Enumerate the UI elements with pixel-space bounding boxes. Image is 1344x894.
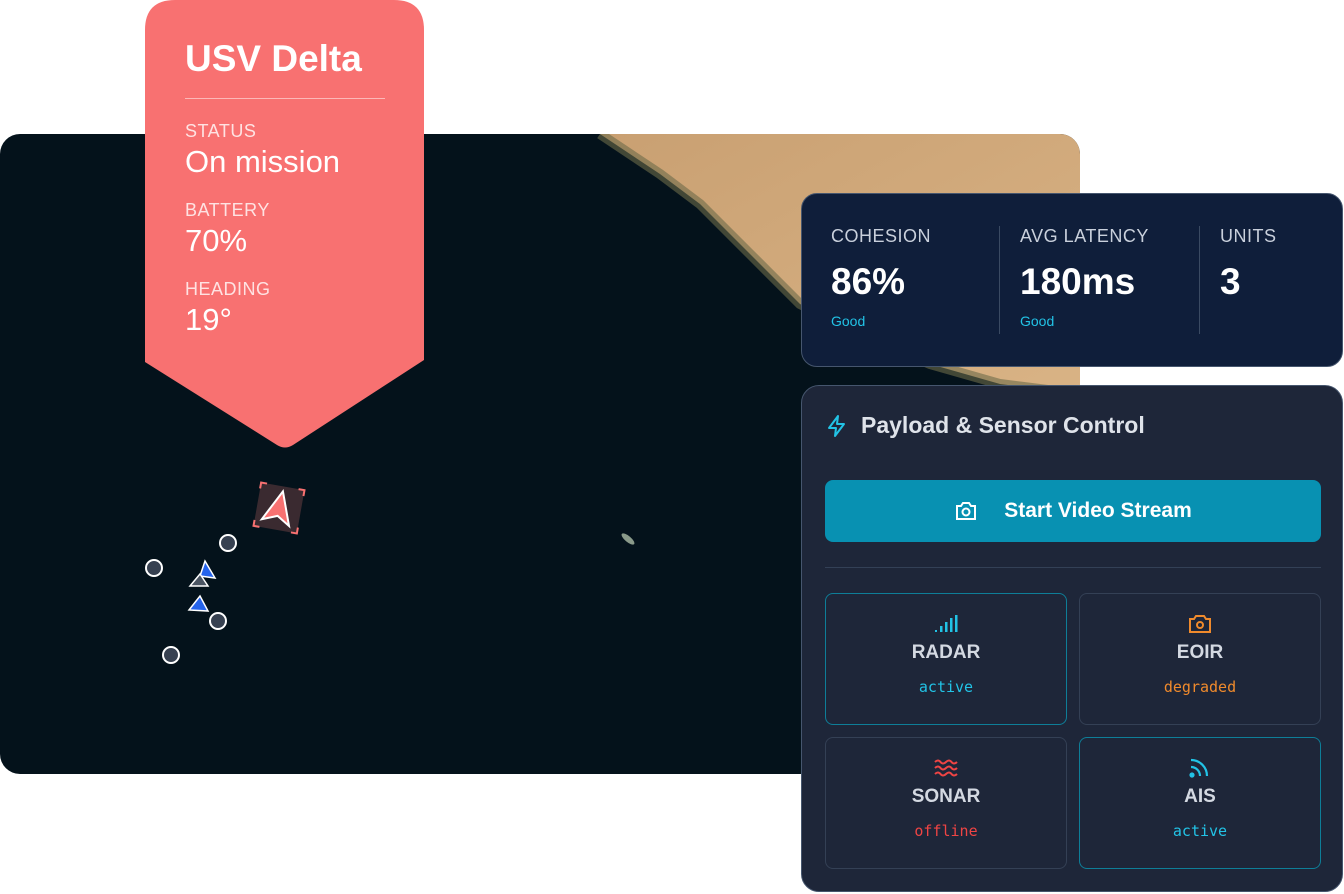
fleet-stats-card: COHESION 86% Good AVG LATENCY 180ms Good UNI… xyxy=(801,193,1343,367)
stat-latency: AVG LATENCY 180ms Good xyxy=(999,226,1199,334)
sensor-name: RADAR xyxy=(911,642,981,663)
divider xyxy=(825,567,1321,568)
stat-sub: Good xyxy=(1020,313,1055,329)
heading-label: HEADING xyxy=(185,279,271,299)
coastline xyxy=(597,134,1080,399)
battery-value: 70% xyxy=(185,223,248,258)
waypoint-marker xyxy=(162,646,180,664)
sensor-name: AIS xyxy=(1184,786,1216,807)
camera-icon xyxy=(956,502,977,520)
waves-icon xyxy=(934,759,958,777)
payload-panel: Payload & Sensor Control Start Video Str… xyxy=(801,385,1343,892)
vessel-callout: USV Delta STATUS On mission BATTERY 70% … xyxy=(145,0,424,450)
sensor-tile-eoir[interactable]: EOIR degraded xyxy=(1079,593,1321,725)
unit-triangle-icon xyxy=(187,594,210,612)
stat-value: 3 xyxy=(1220,261,1241,302)
sensor-status: offline xyxy=(914,822,978,840)
unit-triangle-icon xyxy=(188,572,210,587)
sensor-tile-radar[interactable]: RADAR active xyxy=(825,593,1067,725)
sensor-status: degraded xyxy=(1163,678,1237,696)
start-video-stream-button[interactable]: Start Video Stream xyxy=(825,480,1321,542)
unit-triangle-icon xyxy=(199,559,217,579)
camera-icon xyxy=(1189,615,1211,633)
stat-value: 180ms xyxy=(1020,261,1136,302)
stat-cohesion: COHESION 86% Good xyxy=(831,226,999,334)
waypoint-marker xyxy=(145,559,163,577)
stat-label: AVG LATENCY xyxy=(1020,226,1149,246)
stat-units: UNITS 3 xyxy=(1199,226,1297,334)
selected-vessel-marker xyxy=(252,481,306,535)
waypoint-marker xyxy=(219,534,237,552)
heading-value: 19° xyxy=(185,302,232,337)
vessel-name: USV Delta xyxy=(185,38,385,99)
battery-label: BATTERY xyxy=(185,200,270,220)
unit-markers xyxy=(145,481,306,664)
sensor-name: EOIR xyxy=(1176,642,1224,663)
stat-value: 86% xyxy=(831,261,906,302)
button-label: Start Video Stream xyxy=(1004,499,1192,522)
signal-icon xyxy=(935,615,958,632)
stat-label: UNITS xyxy=(1220,226,1277,246)
stat-label: COHESION xyxy=(831,226,932,246)
stat-sub: Good xyxy=(831,313,866,329)
status-label: STATUS xyxy=(185,121,257,141)
sensor-tile-sonar[interactable]: SONAR offline xyxy=(825,737,1067,869)
lightning-icon xyxy=(828,414,845,437)
sensor-status: active xyxy=(918,678,974,696)
panel-title: Payload & Sensor Control xyxy=(861,412,1145,438)
sensor-tile-ais[interactable]: AIS active xyxy=(1079,737,1321,869)
status-value: On mission xyxy=(185,144,341,179)
sensor-status: active xyxy=(1172,822,1228,840)
waypoint-marker xyxy=(209,612,227,630)
rss-icon xyxy=(1189,758,1209,778)
sensor-name: SONAR xyxy=(911,786,981,807)
